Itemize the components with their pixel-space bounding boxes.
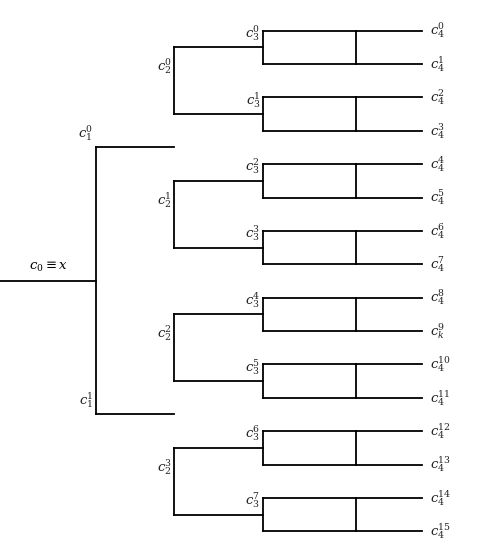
Text: $c_{4}^{5}$: $c_{4}^{5}$ xyxy=(430,187,445,208)
Text: $c_{4}^{1}$: $c_{4}^{1}$ xyxy=(430,54,444,74)
Text: $c_{4}^{13}$: $c_{4}^{13}$ xyxy=(430,455,451,474)
Text: $c_{3}^{6}$: $c_{3}^{6}$ xyxy=(245,424,260,444)
Text: $c_{3}^{2}$: $c_{3}^{2}$ xyxy=(245,157,260,176)
Text: $c_{4}^{6}$: $c_{4}^{6}$ xyxy=(430,221,445,240)
Text: $c_{3}^{5}$: $c_{3}^{5}$ xyxy=(245,357,260,377)
Text: $c_0\equiv x$: $c_0\equiv x$ xyxy=(29,260,69,275)
Text: $c_{3}^{1}$: $c_{3}^{1}$ xyxy=(246,90,260,109)
Text: $c_{3}^{7}$: $c_{3}^{7}$ xyxy=(245,490,260,510)
Text: $c_{4}^{15}$: $c_{4}^{15}$ xyxy=(430,521,451,541)
Text: $c_{2}^{0}$: $c_{2}^{0}$ xyxy=(157,56,172,76)
Text: $c_{4}^{14}$: $c_{4}^{14}$ xyxy=(430,488,451,508)
Text: $c_{4}^{7}$: $c_{4}^{7}$ xyxy=(430,254,445,274)
Text: $c_{4}^{2}$: $c_{4}^{2}$ xyxy=(430,88,445,107)
Text: $c_{2}^{2}$: $c_{2}^{2}$ xyxy=(157,324,172,343)
Text: $c_{3}^{3}$: $c_{3}^{3}$ xyxy=(245,223,260,243)
Text: $c_{1}^{1}$: $c_{1}^{1}$ xyxy=(79,391,93,410)
Text: $c_{4}^{3}$: $c_{4}^{3}$ xyxy=(430,121,445,141)
Text: $c_{4}^{10}$: $c_{4}^{10}$ xyxy=(430,354,451,374)
Text: $c_{4}^{11}$: $c_{4}^{11}$ xyxy=(430,388,450,407)
Text: $c_{4}^{12}$: $c_{4}^{12}$ xyxy=(430,421,451,441)
Text: $c_{2}^{1}$: $c_{2}^{1}$ xyxy=(157,190,172,210)
Text: $c_{4}^{0}$: $c_{4}^{0}$ xyxy=(430,21,445,41)
Text: $c_{3}^{0}$: $c_{3}^{0}$ xyxy=(245,23,260,43)
Text: $c_{2}^{3}$: $c_{2}^{3}$ xyxy=(157,457,172,477)
Text: $c_{3}^{4}$: $c_{3}^{4}$ xyxy=(245,290,260,310)
Text: $c_{4}^{8}$: $c_{4}^{8}$ xyxy=(430,288,445,307)
Text: $c_{1}^{0}$: $c_{1}^{0}$ xyxy=(78,123,93,143)
Text: $c_{k}^{9}$: $c_{k}^{9}$ xyxy=(430,321,445,341)
Text: $c_{4}^{4}$: $c_{4}^{4}$ xyxy=(430,155,445,174)
